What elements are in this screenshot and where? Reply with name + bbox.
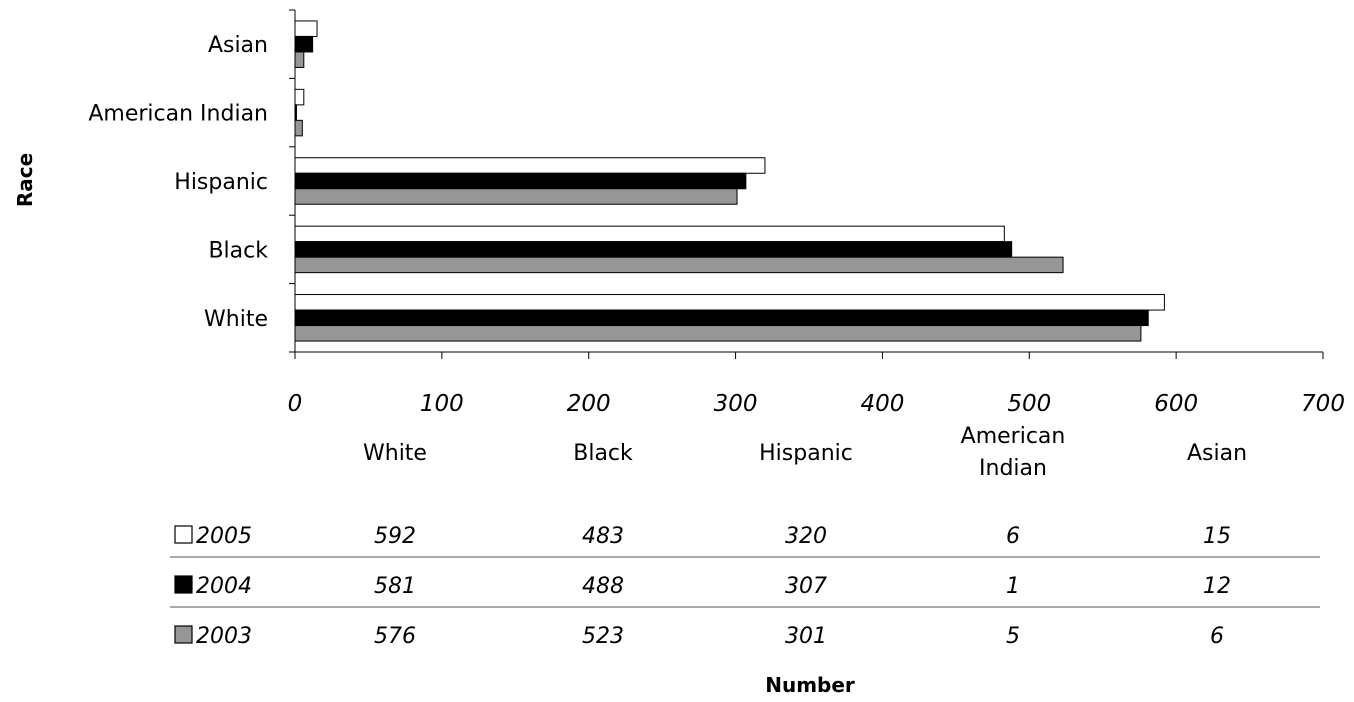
table-cell: 576	[374, 624, 416, 649]
bar	[294, 225, 1005, 243]
bar	[294, 325, 1142, 342]
table-cell: 592	[374, 524, 416, 549]
bar	[294, 20, 318, 37]
bar	[294, 119, 303, 137]
bar	[294, 294, 1165, 311]
table-row-label: 2003	[196, 624, 252, 649]
x-tick-label: 500	[1007, 391, 1051, 417]
table-column-header: Indian	[979, 456, 1047, 481]
table-cell: 523	[582, 624, 624, 649]
x-tick-label: 0	[288, 391, 303, 417]
y-tick-label: American Indian	[88, 102, 268, 127]
plot-area: White Black Hispanic American Indian Asian 0 1…	[88, 9, 1345, 417]
legend-key	[174, 575, 193, 594]
table-column-header: Asian	[1187, 441, 1247, 466]
bar	[294, 104, 297, 121]
table-cell: 320	[785, 524, 827, 549]
table-column-header: American	[961, 424, 1066, 449]
y-tick-label: Black	[208, 238, 268, 263]
x-tick-label: 100	[420, 391, 464, 417]
table-row-label: 2005	[196, 524, 252, 549]
table-cell: 1	[1006, 574, 1020, 599]
bar	[294, 88, 305, 106]
table-cell: 12	[1203, 574, 1231, 599]
table-cell: 483	[582, 524, 624, 549]
legend-key	[174, 625, 193, 644]
x-tick-label: 200	[567, 391, 611, 417]
bar	[294, 51, 305, 68]
table-cell: 301	[785, 624, 827, 649]
table-cell: 15	[1203, 524, 1231, 549]
bar	[294, 309, 1149, 327]
y-tick-label: Hispanic	[174, 170, 268, 195]
data-table: White Black Hispanic American Indian Asian 200…	[170, 424, 1320, 649]
table-cell: 307	[785, 574, 827, 599]
legend-key	[174, 525, 193, 544]
table-cell: 6	[1006, 524, 1020, 549]
table-cell: 488	[582, 574, 624, 599]
table-cell: 581	[374, 574, 416, 599]
x-axis-title: Number	[765, 673, 855, 697]
table-column-header: White	[363, 441, 427, 466]
bar	[294, 172, 747, 190]
table-cell: 6	[1210, 624, 1224, 649]
y-tick-label: White	[204, 307, 268, 332]
table-cell: 5	[1006, 624, 1020, 649]
x-tick-label: 400	[860, 391, 904, 417]
bar	[294, 241, 1013, 258]
bar	[294, 256, 1064, 274]
bar	[294, 157, 766, 174]
table-column-header: Hispanic	[759, 441, 853, 466]
bar	[294, 188, 738, 205]
bar	[294, 35, 314, 53]
x-tick-label: 300	[714, 391, 758, 417]
table-row-label: 2004	[196, 574, 252, 599]
y-tick-label: Asian	[208, 33, 268, 58]
x-tick-label: 700	[1301, 391, 1345, 417]
y-axis-title: Race	[13, 153, 37, 207]
table-column-header: Black	[573, 441, 633, 466]
x-tick-label: 600	[1154, 391, 1198, 417]
